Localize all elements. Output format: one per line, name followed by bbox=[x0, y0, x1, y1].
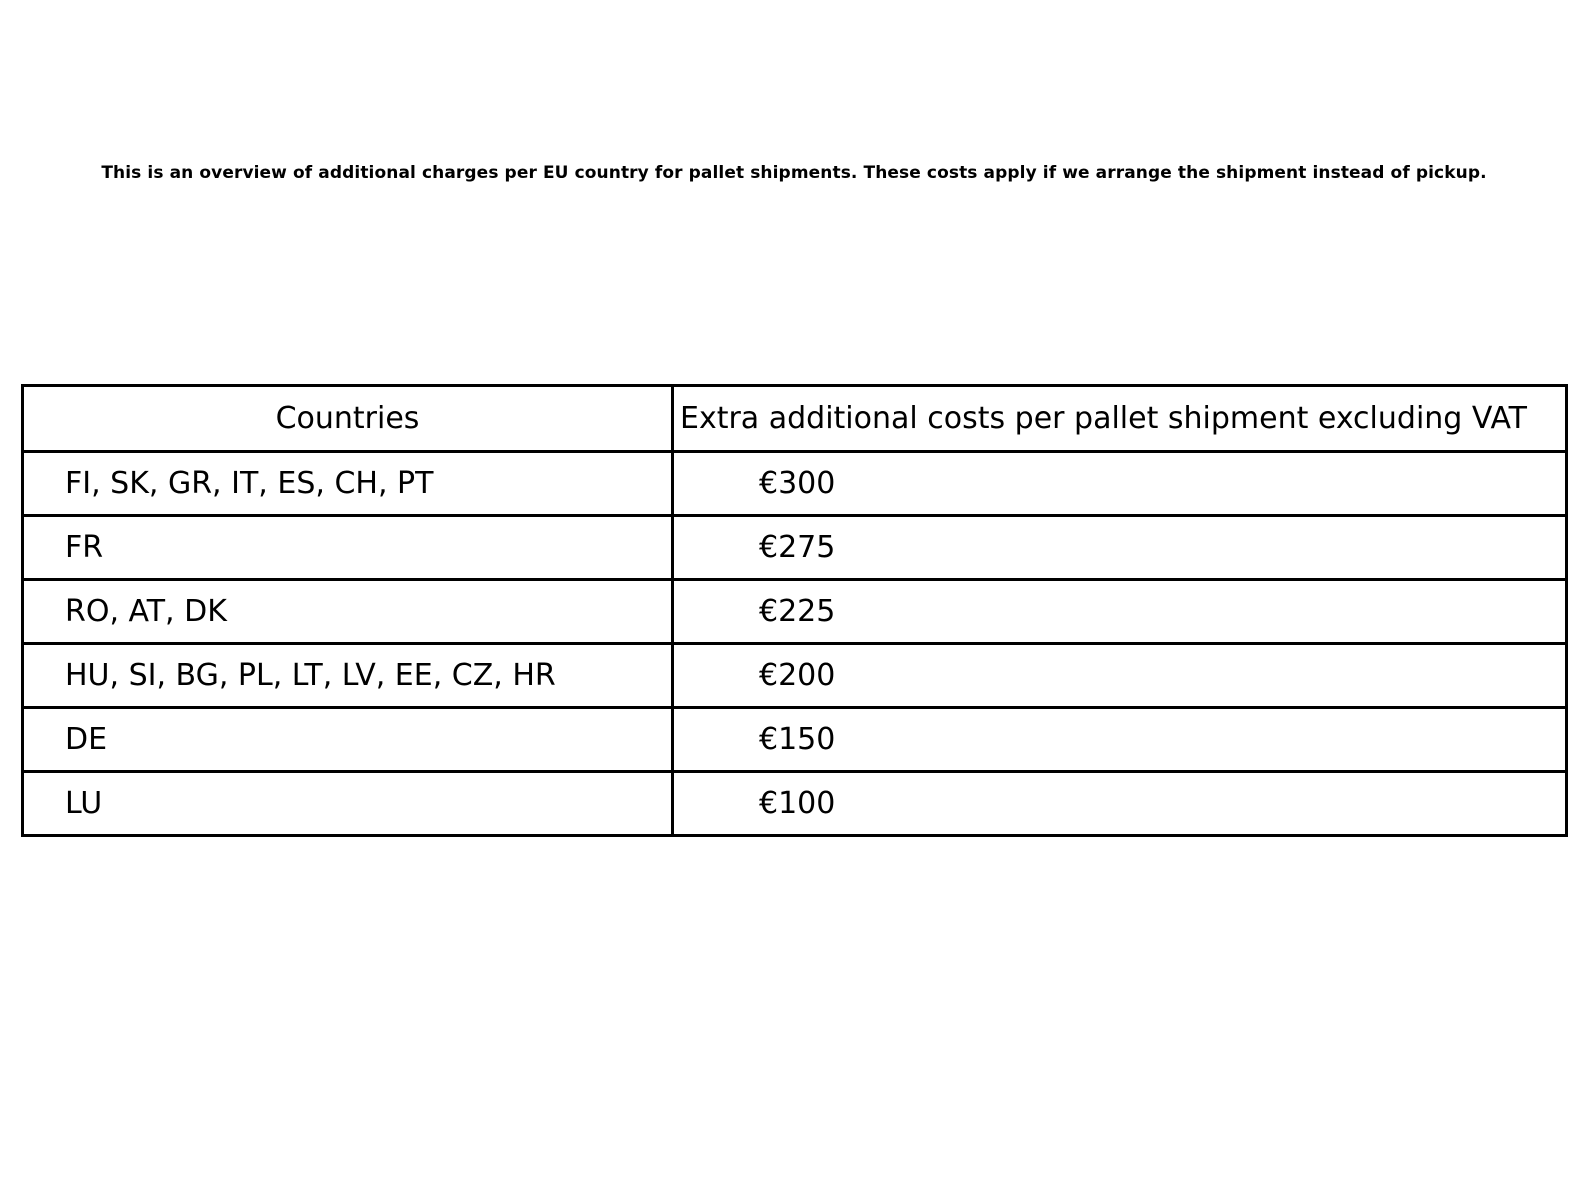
countries-cell: LU bbox=[21, 770, 674, 837]
countries-cell: FR bbox=[21, 514, 674, 581]
cost-cell: €100 bbox=[671, 770, 1568, 837]
table-row: LU €100 bbox=[21, 770, 1568, 837]
table-row: DE €150 bbox=[21, 706, 1568, 773]
table-header-row: Countries Extra additional costs per pal… bbox=[21, 384, 1568, 453]
cost-cell: €300 bbox=[671, 450, 1568, 517]
table-row: FR €275 bbox=[21, 514, 1568, 581]
countries-cell: HU, SI, BG, PL, LT, LV, EE, CZ, HR bbox=[21, 642, 674, 709]
cost-cell: €150 bbox=[671, 706, 1568, 773]
cost-cell: €225 bbox=[671, 578, 1568, 645]
intro-text: This is an overview of additional charge… bbox=[101, 163, 1487, 183]
countries-cell: RO, AT, DK bbox=[21, 578, 674, 645]
table-row: RO, AT, DK €225 bbox=[21, 578, 1568, 645]
countries-cell: FI, SK, GR, IT, ES, CH, PT bbox=[21, 450, 674, 517]
header-costs: Extra additional costs per pallet shipme… bbox=[671, 384, 1568, 453]
cost-cell: €200 bbox=[671, 642, 1568, 709]
header-countries: Countries bbox=[21, 384, 674, 453]
table-row: HU, SI, BG, PL, LT, LV, EE, CZ, HR €200 bbox=[21, 642, 1568, 709]
countries-cell: DE bbox=[21, 706, 674, 773]
charges-table: Countries Extra additional costs per pal… bbox=[21, 384, 1568, 837]
table-row: FI, SK, GR, IT, ES, CH, PT €300 bbox=[21, 450, 1568, 517]
cost-cell: €275 bbox=[671, 514, 1568, 581]
